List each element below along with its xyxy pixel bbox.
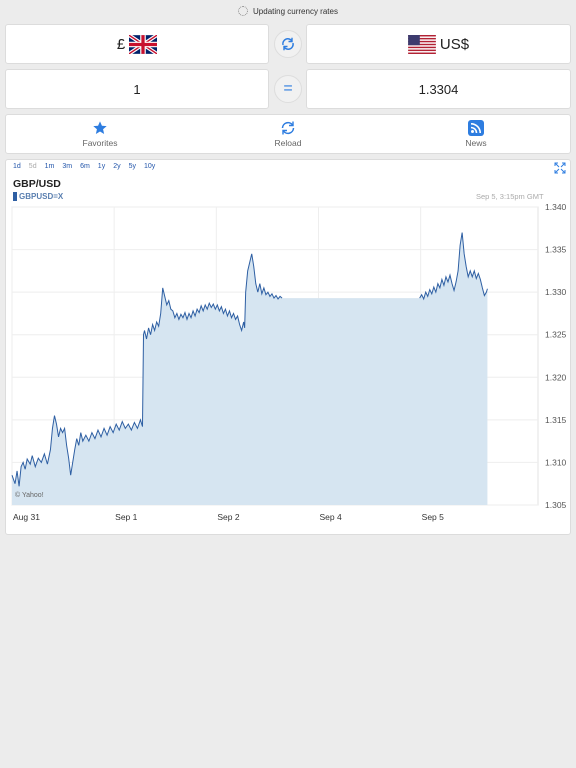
y-tick-label: 1.320: [545, 372, 567, 382]
favorites-button[interactable]: Favorites: [6, 115, 194, 153]
us-flag-icon: [408, 34, 436, 54]
to-currency-selector[interactable]: US$: [306, 24, 571, 64]
chart-title: GBP/USD: [13, 178, 61, 190]
range-6m[interactable]: 6m: [80, 163, 90, 170]
reload-label: Reload: [274, 138, 302, 148]
price-chart: 1.340 1.335 1.330 1.325 1.320 1.315 1.310 1.305…: [11, 202, 567, 522]
reload-button[interactable]: Reload: [194, 115, 382, 153]
y-tick-label: 1.325: [545, 330, 567, 340]
converted-amount: 1.3304: [306, 69, 571, 109]
rss-icon: [468, 120, 484, 136]
range-1d[interactable]: 1d: [13, 163, 21, 170]
range-1y[interactable]: 1y: [97, 163, 106, 170]
from-currency-symbol: £: [116, 35, 126, 53]
reload-icon: [281, 121, 295, 135]
x-tick-label: Sep 1: [115, 512, 137, 522]
loading-spinner-icon: [238, 6, 249, 16]
expand-icon[interactable]: [554, 162, 566, 174]
price-line: [11, 232, 488, 487]
range-1m[interactable]: 1m: [44, 163, 55, 170]
favorites-label: Favorites: [82, 138, 118, 148]
time-range-selector: 1d 5d 1m 3m 6m 1y 2y 5y 10y: [13, 163, 155, 170]
swap-currency-icon: [282, 37, 294, 51]
status-text: Updating currency rates: [253, 6, 338, 16]
y-tick-label: 1.340: [545, 202, 567, 212]
x-tick-label: Sep 4: [319, 512, 341, 522]
to-currency-code: US$: [439, 35, 470, 53]
equals-symbol: =: [283, 80, 293, 97]
x-tick-label: Sep 2: [217, 512, 239, 522]
x-tick-label: Sep 5: [422, 512, 444, 522]
news-button[interactable]: News: [382, 115, 570, 153]
chart-panel: 1d 5d 1m 3m 6m 1y 2y 5y 10y GBP/USD GBPU…: [5, 159, 571, 535]
chart-symbol: GBPUSD=X: [13, 192, 63, 201]
from-currency-selector[interactable]: £: [5, 24, 269, 64]
y-tick-label: 1.335: [545, 245, 567, 255]
area-fill: [12, 232, 488, 505]
range-3m[interactable]: 3m: [62, 163, 73, 170]
amount-input-value: 1: [133, 81, 141, 97]
range-10y[interactable]: 10y: [144, 163, 156, 170]
range-5d[interactable]: 5d: [28, 163, 37, 170]
chart-timestamp: Sep 5, 3:15pm GMT: [476, 192, 544, 201]
range-2y[interactable]: 2y: [113, 163, 121, 170]
converted-amount-value: 1.3304: [418, 81, 459, 97]
y-tick-label: 1.330: [545, 287, 567, 297]
swap-currencies-button[interactable]: [274, 30, 302, 58]
status-bar: Updating currency rates: [0, 0, 576, 22]
news-label: News: [465, 138, 487, 148]
chart-credit: © Yahoo!: [15, 492, 44, 499]
uk-flag-icon: [129, 34, 158, 54]
range-5y[interactable]: 5y: [128, 163, 137, 170]
amount-input[interactable]: 1: [5, 69, 269, 109]
x-tick-label: Aug 31: [13, 512, 40, 522]
y-tick-label: 1.305: [545, 500, 567, 510]
y-tick-label: 1.310: [545, 457, 567, 467]
equals-button[interactable]: =: [274, 75, 302, 103]
star-icon: [93, 121, 107, 134]
toolbar: Favorites Reload News: [5, 114, 571, 154]
y-tick-label: 1.315: [545, 415, 567, 425]
